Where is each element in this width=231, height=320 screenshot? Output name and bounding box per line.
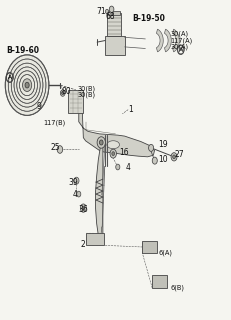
- Bar: [86, 233, 104, 245]
- Text: 117(A): 117(A): [171, 37, 193, 44]
- Circle shape: [112, 152, 115, 156]
- Text: A: A: [179, 47, 183, 52]
- Text: 16: 16: [119, 148, 129, 156]
- Circle shape: [99, 140, 103, 145]
- Bar: [142, 241, 157, 253]
- Text: 30(A): 30(A): [171, 31, 189, 37]
- Text: 30(B): 30(B): [78, 85, 96, 92]
- Text: 4: 4: [73, 190, 78, 199]
- Text: A: A: [8, 75, 12, 80]
- Circle shape: [116, 164, 120, 170]
- Text: 4: 4: [126, 164, 131, 172]
- Circle shape: [77, 191, 81, 197]
- Text: 19: 19: [158, 140, 168, 149]
- Circle shape: [105, 9, 109, 14]
- Text: 68: 68: [105, 12, 115, 21]
- Bar: [107, 13, 121, 36]
- Text: 2: 2: [81, 240, 85, 249]
- Ellipse shape: [107, 141, 119, 149]
- Circle shape: [25, 82, 29, 88]
- Bar: [152, 275, 167, 288]
- Text: A: A: [8, 75, 12, 80]
- Circle shape: [5, 55, 49, 116]
- Bar: [105, 36, 125, 55]
- Text: 71: 71: [96, 7, 106, 16]
- Text: 1: 1: [128, 105, 133, 114]
- Polygon shape: [156, 29, 163, 52]
- Text: A: A: [179, 48, 183, 52]
- Circle shape: [171, 153, 177, 161]
- Polygon shape: [173, 29, 179, 52]
- Circle shape: [60, 90, 65, 96]
- Text: 39: 39: [68, 179, 78, 188]
- Circle shape: [22, 79, 32, 92]
- Text: 9: 9: [36, 102, 41, 111]
- Polygon shape: [96, 141, 103, 238]
- Circle shape: [149, 144, 154, 151]
- Circle shape: [80, 204, 86, 212]
- Polygon shape: [79, 109, 155, 157]
- Circle shape: [173, 155, 175, 159]
- Bar: [108, 11, 120, 15]
- Circle shape: [97, 137, 105, 148]
- Circle shape: [110, 149, 116, 158]
- Text: 10: 10: [158, 155, 168, 164]
- Text: 117(B): 117(B): [43, 119, 65, 126]
- Text: 36: 36: [78, 205, 88, 214]
- Text: 25: 25: [50, 143, 60, 152]
- Circle shape: [152, 157, 157, 164]
- Text: B-19-50: B-19-50: [133, 14, 166, 23]
- Text: 6(A): 6(A): [159, 250, 173, 256]
- Circle shape: [74, 177, 79, 184]
- Text: 30(B): 30(B): [78, 92, 96, 98]
- Bar: [68, 90, 83, 113]
- Circle shape: [109, 6, 114, 12]
- Text: 27: 27: [174, 150, 184, 159]
- Text: B-19-60: B-19-60: [6, 45, 40, 55]
- Text: 30(A): 30(A): [171, 44, 189, 50]
- Text: 6(B): 6(B): [171, 285, 185, 291]
- Polygon shape: [164, 29, 171, 52]
- Text: 80: 80: [61, 87, 71, 96]
- Circle shape: [57, 146, 63, 153]
- Circle shape: [61, 92, 64, 95]
